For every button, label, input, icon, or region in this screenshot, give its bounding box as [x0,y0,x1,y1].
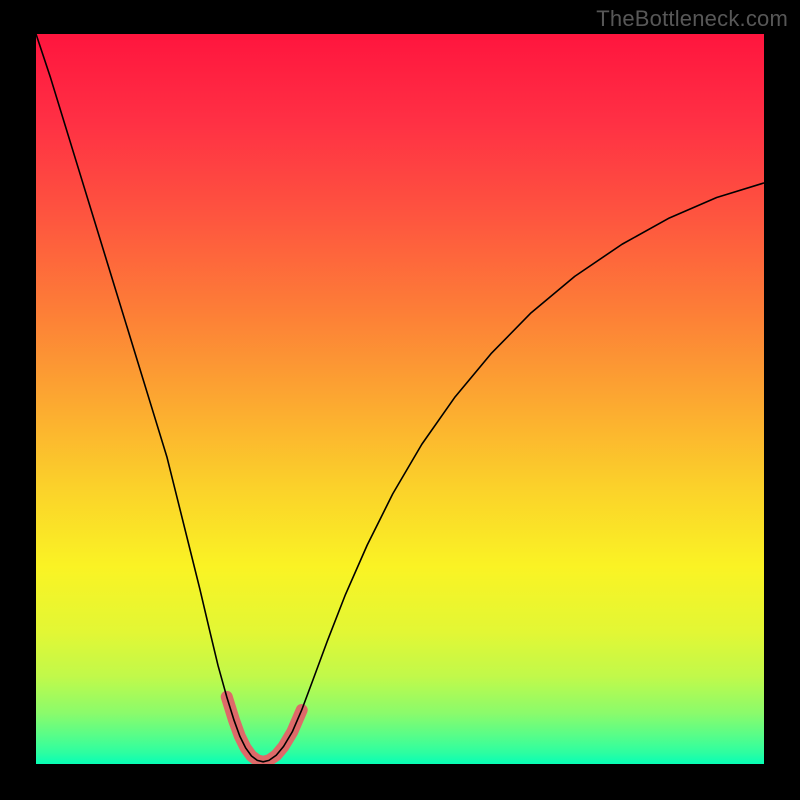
watermark-text: TheBottleneck.com [596,6,788,32]
plot-area [36,34,764,764]
chart-curve-layer [36,34,764,764]
performance-curve [36,34,764,762]
chart-frame: TheBottleneck.com [0,0,800,800]
